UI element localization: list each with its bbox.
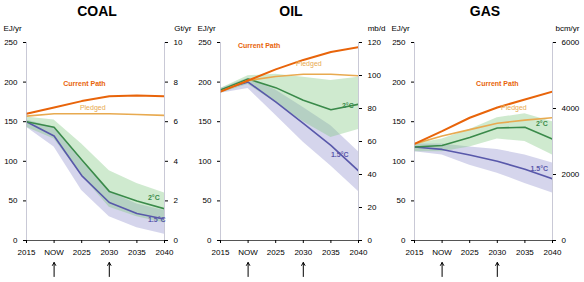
svg-text:Pledged: Pledged [501, 104, 527, 112]
svg-text:EJ/yr: EJ/yr [4, 24, 23, 33]
svg-text:200: 200 [392, 78, 406, 87]
svg-text:bcm/yr: bcm/yr [556, 24, 580, 33]
svg-text:4: 4 [174, 157, 179, 166]
svg-text:150: 150 [198, 117, 212, 126]
svg-text:100: 100 [368, 71, 382, 80]
svg-text:80: 80 [368, 104, 377, 113]
svg-text:10: 10 [174, 38, 183, 47]
svg-text:EJ/yr: EJ/yr [198, 24, 217, 33]
svg-text:2040: 2040 [544, 248, 562, 257]
svg-text:EJ/yr: EJ/yr [392, 24, 411, 33]
svg-text:150: 150 [4, 117, 18, 126]
svg-text:50: 50 [397, 196, 406, 205]
svg-text:2035: 2035 [516, 248, 534, 257]
svg-text:2015: 2015 [18, 248, 36, 257]
svg-text:1.5°C: 1.5°C [530, 165, 548, 172]
svg-text:6: 6 [174, 117, 179, 126]
svg-text:6000: 6000 [562, 38, 580, 47]
svg-text:100: 100 [198, 157, 212, 166]
svg-text:0: 0 [562, 236, 567, 245]
svg-text:2040: 2040 [350, 248, 368, 257]
svg-text:0: 0 [207, 236, 212, 245]
svg-text:100: 100 [4, 157, 18, 166]
svg-text:100: 100 [392, 157, 406, 166]
svg-text:200: 200 [198, 78, 212, 87]
svg-text:250: 250 [4, 38, 18, 47]
svg-text:50: 50 [203, 196, 212, 205]
svg-text:4000: 4000 [562, 104, 580, 113]
svg-text:mb/d: mb/d [368, 24, 386, 33]
svg-text:NOW: NOW [238, 248, 258, 257]
svg-text:2015: 2015 [406, 248, 424, 257]
svg-text:Current Path: Current Path [476, 80, 518, 87]
svg-text:2030: 2030 [488, 248, 506, 257]
svg-text:2025: 2025 [73, 248, 91, 257]
html-text:COAL: COAL [77, 3, 117, 19]
svg-text:0: 0 [13, 236, 18, 245]
svg-text:Pledged: Pledged [80, 104, 106, 112]
svg-text:0: 0 [174, 236, 179, 245]
html-text:OIL: OIL [279, 3, 303, 19]
svg-text:2000: 2000 [562, 170, 580, 179]
svg-text:2015: 2015 [212, 248, 230, 257]
svg-text:NOW: NOW [44, 248, 64, 257]
svg-text:250: 250 [392, 38, 406, 47]
svg-text:120: 120 [368, 38, 382, 47]
svg-text:NOW: NOW [432, 248, 452, 257]
svg-text:200: 200 [4, 78, 18, 87]
svg-text:Gt/yr: Gt/yr [174, 24, 192, 33]
svg-text:Current Path: Current Path [63, 80, 105, 87]
svg-text:2040: 2040 [156, 248, 174, 257]
svg-text:2030: 2030 [100, 248, 118, 257]
svg-text:150: 150 [392, 117, 406, 126]
svg-text:250: 250 [198, 38, 212, 47]
svg-text:20: 20 [368, 203, 377, 212]
svg-text:2: 2 [174, 196, 179, 205]
svg-text:2°C: 2°C [342, 102, 354, 109]
svg-text:2°C: 2°C [536, 120, 548, 127]
svg-text:60: 60 [368, 137, 377, 146]
svg-text:40: 40 [368, 170, 377, 179]
svg-text:Pledged: Pledged [296, 60, 322, 68]
svg-text:Current Path: Current Path [238, 42, 280, 49]
svg-text:2025: 2025 [267, 248, 285, 257]
svg-text:2025: 2025 [461, 248, 479, 257]
svg-text:0: 0 [401, 236, 406, 245]
svg-text:2035: 2035 [322, 248, 340, 257]
svg-text:50: 50 [9, 196, 18, 205]
svg-text:8: 8 [174, 78, 179, 87]
svg-text:1.5°C: 1.5°C [148, 216, 166, 223]
svg-text:2030: 2030 [294, 248, 312, 257]
svg-text:0: 0 [368, 236, 373, 245]
svg-text:2°C: 2°C [148, 194, 160, 201]
svg-text:2035: 2035 [128, 248, 146, 257]
html-text:GAS: GAS [469, 3, 501, 19]
svg-text:1.5°C: 1.5°C [331, 151, 349, 158]
